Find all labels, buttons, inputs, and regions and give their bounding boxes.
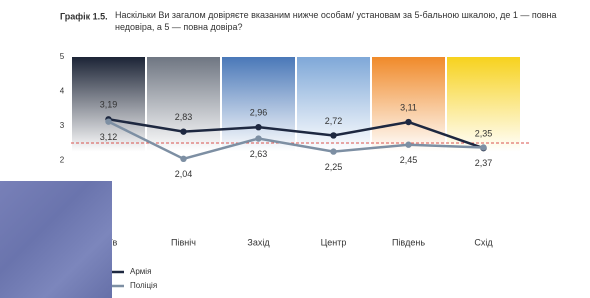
data-label: 2,45	[400, 155, 418, 165]
point	[255, 124, 261, 130]
point	[405, 142, 411, 148]
x-tick-label: Північ	[171, 237, 196, 247]
legend-label: Армія	[130, 267, 151, 276]
legend-label: Поліція	[130, 281, 157, 290]
data-label: 2,63	[250, 149, 268, 159]
point	[180, 156, 186, 162]
point	[405, 119, 411, 125]
subtitle-box: Наскільки Ви загалом довіряєте вказаним …	[115, 9, 585, 39]
data-label: 2,04	[175, 169, 193, 179]
y-tick-label: 2	[60, 155, 65, 164]
point	[255, 135, 261, 141]
y-tick-label: 3	[60, 121, 65, 130]
chart-subtitle: Наскільки Ви загалом довіряєте вказаним …	[115, 9, 585, 33]
data-label: 2,25	[325, 162, 343, 172]
data-label: 3,19	[100, 100, 118, 110]
point	[330, 132, 336, 138]
data-label: 2,83	[175, 112, 193, 122]
page: Графік 1.5. Наскільки Ви загалом довіряє…	[0, 0, 590, 298]
data-label: 2,35	[475, 129, 493, 139]
point	[105, 118, 111, 124]
x-tick-label: Південь	[392, 237, 425, 247]
point	[180, 128, 186, 134]
point	[480, 144, 486, 150]
overlay-patch	[0, 181, 112, 298]
x-tick-label: Захід	[247, 237, 270, 247]
data-label: 2,96	[250, 108, 268, 118]
y-tick-label: 4	[60, 87, 65, 96]
y-tick-label: 5	[60, 52, 65, 61]
data-label: 3,11	[400, 102, 417, 112]
data-label: 3,12	[100, 132, 118, 142]
x-tick-label: Схід	[474, 237, 493, 247]
x-tick-label: Центр	[321, 237, 347, 247]
data-label: 2,72	[325, 116, 343, 126]
point	[330, 148, 336, 154]
chart-title: Графік 1.5.	[60, 11, 108, 21]
data-label: 2,37	[475, 158, 493, 168]
